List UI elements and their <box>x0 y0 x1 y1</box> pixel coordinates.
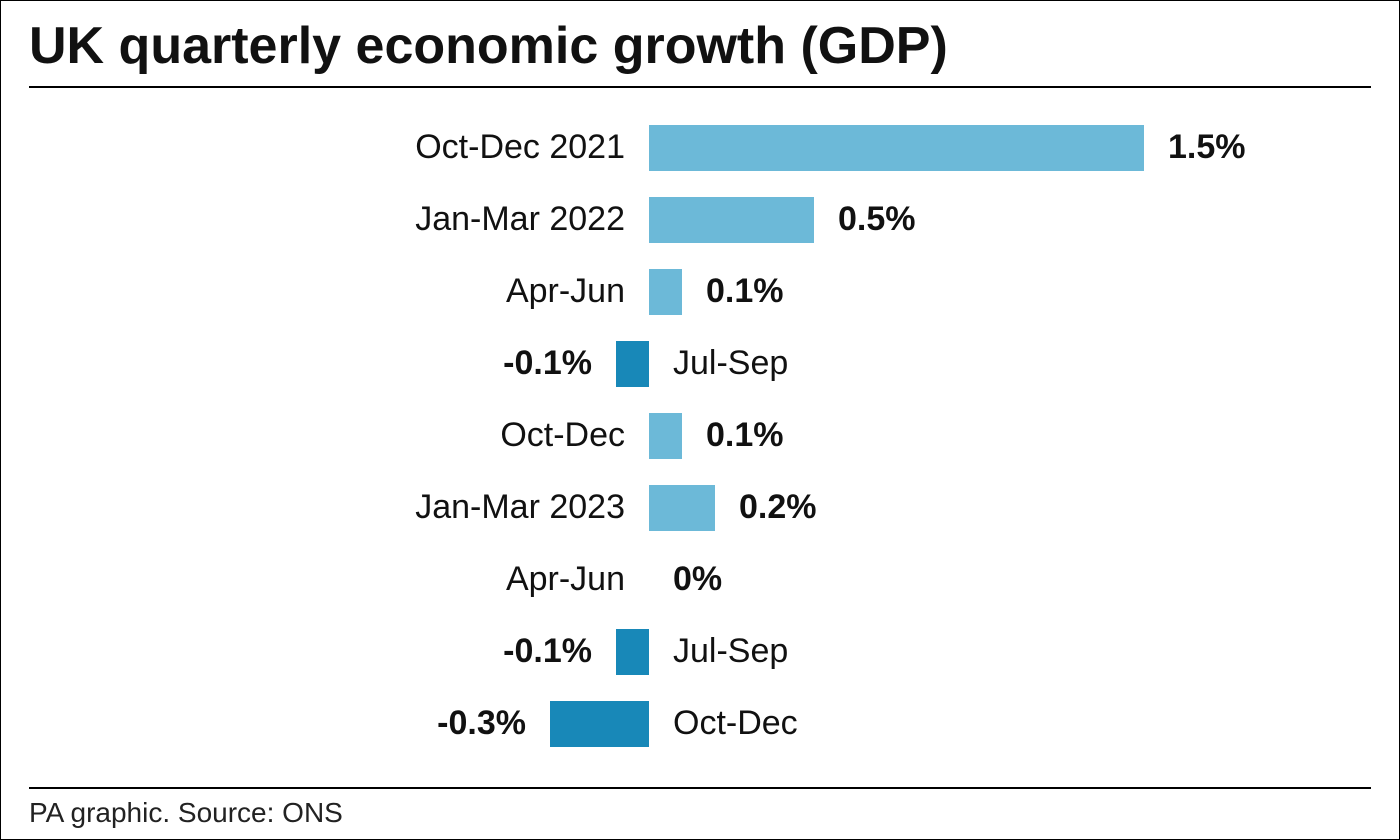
period-label: Apr-Jun <box>506 560 625 599</box>
period-label: Oct-Dec <box>673 704 798 743</box>
period-label: Apr-Jun <box>506 272 625 311</box>
value-label: 1.5% <box>1168 128 1246 167</box>
chart-row: -0.3% Oct-Dec <box>29 688 1371 760</box>
period-label: Oct-Dec 2021 <box>415 128 625 167</box>
chart-row: Apr-Jun 0% <box>29 544 1371 616</box>
period-label: Jul-Sep <box>673 344 788 383</box>
bar-chart: Oct-Dec 2021 1.5% Jan-Mar 2022 0.5% Apr-Jun 0… <box>29 112 1371 777</box>
chart-frame: UK quarterly economic growth (GDP) Oct-D… <box>0 0 1400 840</box>
title-rule <box>29 86 1371 88</box>
chart-footer: PA graphic. Source: ONS <box>29 789 1371 829</box>
bar-negative <box>616 629 649 675</box>
bar-positive <box>649 413 682 459</box>
chart-row: Jan-Mar 2023 0.2% <box>29 472 1371 544</box>
value-label: 0.5% <box>838 200 916 239</box>
chart-row: Apr-Jun 0.1% <box>29 256 1371 328</box>
value-label: 0% <box>673 560 722 599</box>
chart-row: -0.1% Jul-Sep <box>29 616 1371 688</box>
period-label: Jan-Mar 2022 <box>415 200 625 239</box>
period-label: Oct-Dec <box>500 416 625 455</box>
chart-row: Oct-Dec 2021 1.5% <box>29 112 1371 184</box>
bar-positive <box>649 485 715 531</box>
bar-positive <box>649 197 814 243</box>
period-label: Jul-Sep <box>673 632 788 671</box>
value-label: 0.1% <box>706 416 784 455</box>
bar-positive <box>649 125 1144 171</box>
bar-positive <box>649 269 682 315</box>
value-label: 0.1% <box>706 272 784 311</box>
period-label: Jan-Mar 2023 <box>415 488 625 527</box>
bar-negative <box>616 341 649 387</box>
chart-row: Jan-Mar 2022 0.5% <box>29 184 1371 256</box>
chart-row: -0.1% Jul-Sep <box>29 328 1371 400</box>
value-label: -0.3% <box>437 704 526 743</box>
chart-title: UK quarterly economic growth (GDP) <box>29 19 1371 74</box>
value-label: 0.2% <box>739 488 817 527</box>
bar-negative <box>550 701 649 747</box>
value-label: -0.1% <box>503 632 592 671</box>
value-label: -0.1% <box>503 344 592 383</box>
chart-row: Oct-Dec 0.1% <box>29 400 1371 472</box>
